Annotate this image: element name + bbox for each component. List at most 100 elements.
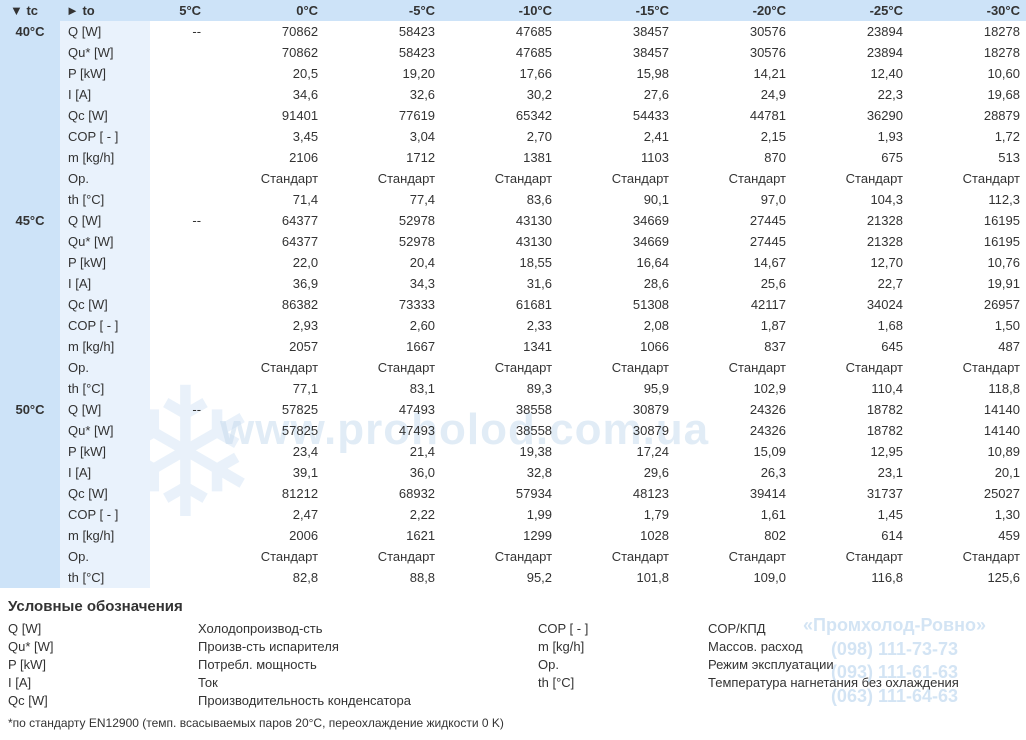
value-cell: 1299 xyxy=(441,525,558,546)
table-row: Qc [W]9140177619653425443344781362902887… xyxy=(0,105,1026,126)
value-cell: 34669 xyxy=(558,231,675,252)
value-cell: 32,6 xyxy=(324,84,441,105)
value-cell: 29,6 xyxy=(558,462,675,483)
value-cell: 25,6 xyxy=(675,273,792,294)
value-cell: 3,04 xyxy=(324,126,441,147)
value-cell: 1712 xyxy=(324,147,441,168)
value-cell: Стандарт xyxy=(324,546,441,567)
value-cell: 97,0 xyxy=(675,189,792,210)
value-cell: 70862 xyxy=(207,21,324,42)
param-cell: P [kW] xyxy=(60,63,150,84)
table-row: Op.СтандартСтандартСтандартСтандартСтанд… xyxy=(0,546,1026,567)
table-row: m [kg/h]2106171213811103870675513 xyxy=(0,147,1026,168)
table-row: I [A]34,632,630,227,624,922,319,68 xyxy=(0,84,1026,105)
value-cell: 487 xyxy=(909,336,1026,357)
value-cell: Стандарт xyxy=(207,357,324,378)
value-cell: 51308 xyxy=(558,294,675,315)
value-cell: 116,8 xyxy=(792,567,909,588)
table-row: COP [ - ]3,453,042,702,412,151,931,72 xyxy=(0,126,1026,147)
value-cell: 459 xyxy=(909,525,1026,546)
legend-cell: Производительность конденсатора xyxy=(198,693,538,708)
value-cell: 12,95 xyxy=(792,441,909,462)
temp-header: -25°C xyxy=(792,0,909,21)
value-cell: 42117 xyxy=(675,294,792,315)
value-cell: 34,3 xyxy=(324,273,441,294)
param-cell: Qc [W] xyxy=(60,483,150,504)
value-cell: 64377 xyxy=(207,210,324,231)
table-row: 40°CQ [W]--70862584234768538457305762389… xyxy=(0,21,1026,42)
value-cell: Стандарт xyxy=(441,168,558,189)
table-row: th [°C]82,888,895,2101,8109,0116,8125,6 xyxy=(0,567,1026,588)
value-cell: 58423 xyxy=(324,42,441,63)
value-cell: 870 xyxy=(675,147,792,168)
value-cell: 52978 xyxy=(324,210,441,231)
legend-cell xyxy=(538,693,708,708)
value-cell: 1,79 xyxy=(558,504,675,525)
value-cell: Стандарт xyxy=(441,357,558,378)
value-cell: 77619 xyxy=(324,105,441,126)
value-cell: 61681 xyxy=(441,294,558,315)
value-cell: 2057 xyxy=(207,336,324,357)
value-cell: 19,68 xyxy=(909,84,1026,105)
legend-cell: Op. xyxy=(538,657,708,672)
value-cell: 2,33 xyxy=(441,315,558,336)
value-cell: 24326 xyxy=(675,420,792,441)
value-cell: Стандарт xyxy=(792,168,909,189)
value-cell: 110,4 xyxy=(792,378,909,399)
value-cell: 34,6 xyxy=(207,84,324,105)
value-cell: 837 xyxy=(675,336,792,357)
table-row: P [kW]22,020,418,5516,6414,6712,7010,76 xyxy=(0,252,1026,273)
tc-header: ▼ tc xyxy=(0,0,60,21)
value-cell: 18278 xyxy=(909,42,1026,63)
value-cell xyxy=(150,147,207,168)
value-cell: 1621 xyxy=(324,525,441,546)
value-cell: 54433 xyxy=(558,105,675,126)
value-cell: 2,93 xyxy=(207,315,324,336)
value-cell: 86382 xyxy=(207,294,324,315)
value-cell: 104,3 xyxy=(792,189,909,210)
param-cell: Q [W] xyxy=(60,399,150,420)
value-cell: 70862 xyxy=(207,42,324,63)
temp-header: 0°C xyxy=(207,0,324,21)
value-cell: Стандарт xyxy=(675,357,792,378)
table-row: th [°C]71,477,483,690,197,0104,3112,3 xyxy=(0,189,1026,210)
value-cell xyxy=(150,357,207,378)
tc-cell: 50°C xyxy=(0,399,60,588)
value-cell: 44781 xyxy=(675,105,792,126)
value-cell: 58423 xyxy=(324,21,441,42)
value-cell: 83,6 xyxy=(441,189,558,210)
legend-cell: Режим эксплуатации xyxy=(708,657,1026,672)
value-cell: 31737 xyxy=(792,483,909,504)
value-cell: 47685 xyxy=(441,42,558,63)
value-cell: 57934 xyxy=(441,483,558,504)
value-cell: 14,21 xyxy=(675,63,792,84)
value-cell: 109,0 xyxy=(675,567,792,588)
value-cell: 27445 xyxy=(675,231,792,252)
value-cell: 1,68 xyxy=(792,315,909,336)
temp-header: 5°C xyxy=(150,0,207,21)
value-cell: 95,2 xyxy=(441,567,558,588)
value-cell xyxy=(150,462,207,483)
value-cell: 10,60 xyxy=(909,63,1026,84)
param-cell: th [°C] xyxy=(60,378,150,399)
value-cell: 24326 xyxy=(675,399,792,420)
value-cell: 17,24 xyxy=(558,441,675,462)
value-cell: 1,72 xyxy=(909,126,1026,147)
value-cell: 73333 xyxy=(324,294,441,315)
param-cell: Q [W] xyxy=(60,210,150,231)
value-cell: 83,1 xyxy=(324,378,441,399)
value-cell: 102,9 xyxy=(675,378,792,399)
param-cell: COP [ - ] xyxy=(60,126,150,147)
value-cell: 18782 xyxy=(792,420,909,441)
value-cell: 17,66 xyxy=(441,63,558,84)
value-cell: 57825 xyxy=(207,399,324,420)
value-cell xyxy=(150,504,207,525)
param-cell: I [A] xyxy=(60,84,150,105)
value-cell: 43130 xyxy=(441,231,558,252)
value-cell: 39414 xyxy=(675,483,792,504)
value-cell: Стандарт xyxy=(207,546,324,567)
value-cell: Стандарт xyxy=(909,168,1026,189)
value-cell: 2,47 xyxy=(207,504,324,525)
value-cell: 22,0 xyxy=(207,252,324,273)
value-cell xyxy=(150,84,207,105)
